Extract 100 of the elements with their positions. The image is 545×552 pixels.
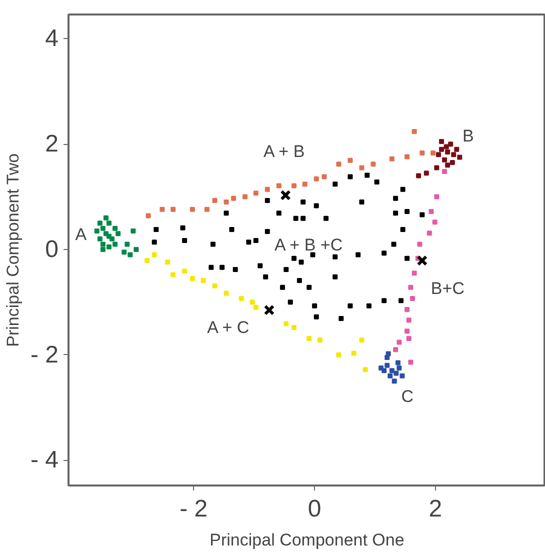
point	[388, 373, 393, 378]
point	[336, 352, 342, 358]
point	[292, 256, 296, 261]
point	[306, 284, 312, 290]
point	[348, 174, 353, 180]
point	[338, 316, 344, 321]
point	[336, 162, 342, 167]
point	[416, 173, 422, 178]
point	[395, 360, 400, 366]
series-label: A + C	[207, 318, 250, 338]
point	[292, 183, 296, 188]
point	[204, 206, 210, 212]
point	[348, 158, 353, 163]
point	[428, 209, 434, 214]
point	[298, 260, 304, 265]
point	[408, 360, 414, 365]
point	[332, 274, 338, 280]
point	[263, 274, 268, 280]
point	[314, 203, 319, 208]
point	[284, 266, 289, 272]
point	[302, 182, 308, 187]
point	[250, 300, 255, 305]
point	[264, 186, 270, 192]
point	[212, 283, 218, 288]
point	[314, 176, 319, 182]
point	[180, 225, 186, 230]
x-tick-label: 2	[428, 496, 442, 522]
point	[404, 307, 410, 312]
y-tick-label: 2	[45, 130, 59, 158]
point	[238, 296, 244, 301]
point	[400, 186, 406, 192]
point	[374, 180, 380, 185]
point	[378, 366, 384, 371]
point	[412, 128, 417, 134]
point	[94, 228, 100, 234]
point	[389, 156, 394, 162]
point	[404, 256, 410, 261]
point	[370, 162, 376, 167]
point	[406, 318, 412, 323]
point	[106, 220, 112, 226]
point	[324, 216, 329, 221]
point	[306, 336, 312, 342]
point	[224, 210, 229, 216]
point	[396, 340, 402, 345]
point	[393, 347, 398, 352]
point	[400, 226, 406, 232]
point	[130, 228, 136, 234]
point	[362, 367, 368, 372]
y-tick-label: 4	[45, 25, 59, 52]
point	[396, 366, 402, 371]
point	[332, 182, 338, 187]
point	[224, 200, 229, 205]
x-tick-label: 0	[308, 496, 322, 522]
y-tick-label: - 4	[30, 446, 59, 474]
point	[112, 226, 118, 231]
point	[128, 252, 133, 258]
point	[448, 142, 454, 147]
point	[182, 268, 188, 274]
y-tick-label: - 2	[30, 341, 59, 368]
point	[386, 351, 391, 356]
point	[292, 324, 296, 330]
point	[366, 303, 372, 308]
x-tick-label: - 2	[180, 496, 208, 522]
point	[394, 370, 399, 376]
point	[406, 336, 412, 342]
point	[312, 303, 318, 308]
point	[253, 238, 258, 244]
point	[154, 226, 159, 232]
point	[393, 210, 398, 216]
point	[106, 244, 112, 250]
point	[253, 190, 258, 196]
point	[100, 242, 106, 247]
point	[417, 242, 422, 247]
point	[439, 146, 444, 152]
series-label: B	[462, 126, 474, 146]
point	[454, 146, 460, 152]
point	[356, 252, 361, 258]
x-axis-title: Principal Component One	[210, 530, 404, 550]
point	[100, 226, 106, 231]
point	[408, 284, 414, 290]
point	[442, 169, 448, 174]
point	[146, 213, 151, 218]
point	[276, 210, 282, 216]
point	[300, 216, 306, 221]
point	[170, 272, 176, 278]
point	[208, 264, 214, 270]
point	[284, 321, 289, 326]
point	[457, 154, 462, 160]
point	[391, 242, 396, 247]
point	[400, 373, 405, 378]
point	[246, 240, 252, 245]
point	[439, 138, 444, 144]
point	[332, 254, 338, 260]
series-label: B+C	[430, 278, 464, 298]
point	[351, 350, 356, 356]
point	[100, 246, 106, 252]
point	[200, 278, 206, 284]
point	[97, 220, 102, 226]
point	[451, 152, 456, 158]
point	[404, 209, 410, 214]
